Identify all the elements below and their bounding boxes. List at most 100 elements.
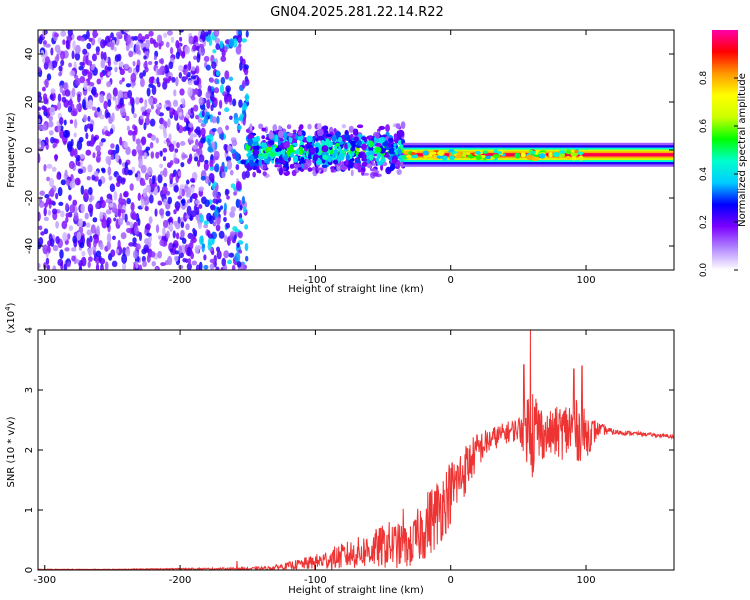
spectrogram-cell	[121, 77, 125, 82]
spectrogram-cell	[216, 250, 222, 260]
spectrogram-cell	[393, 133, 398, 141]
spectrogram-cell	[103, 51, 107, 61]
spectrogram-cell	[360, 166, 366, 174]
spectrogram-cell	[187, 258, 192, 265]
spectrogram-cell	[236, 124, 242, 131]
spectrogram-cell	[192, 133, 198, 138]
spectrogram-cell	[132, 60, 136, 67]
spectrogram-cell	[133, 113, 137, 119]
spectrogram-cell	[258, 169, 262, 174]
spectrogram-cell	[185, 179, 190, 185]
spectrogram-cell	[216, 194, 221, 200]
spectrogram-cell	[203, 254, 207, 261]
spectrogram-cell	[89, 235, 93, 243]
spectrogram-cell	[176, 122, 180, 131]
spectrogram-cell	[188, 35, 194, 45]
spectrogram-cell	[286, 132, 293, 137]
spectrogram-cell	[48, 130, 54, 136]
snr-marks	[38, 330, 674, 570]
spectrogram-cell	[38, 211, 41, 222]
spectrogram-cell	[111, 112, 115, 122]
spectrogram-cell	[100, 39, 106, 49]
spectrogram-cell	[115, 97, 119, 107]
spectrogram-cell	[245, 78, 250, 86]
spectrogram-cell	[195, 65, 200, 74]
spectrogram-cell	[87, 164, 93, 173]
spectrogram-cell	[148, 76, 154, 85]
spectrogram-cell	[217, 126, 223, 135]
spectrogram-cell	[120, 177, 126, 185]
spectrogram-cell	[223, 250, 230, 259]
spectrogram-cell	[165, 210, 171, 217]
spectrogram-cell	[345, 159, 349, 166]
spectrogram-cell	[388, 137, 394, 143]
spectrogram-cell	[131, 105, 135, 115]
spectrogram-cell	[67, 233, 71, 240]
spectrogram-cell	[69, 70, 76, 77]
spectrogram-cell	[84, 212, 89, 220]
spectrogram-cell	[214, 87, 220, 94]
spectrogram-cell	[347, 161, 354, 169]
snr-y-tick-label: 1	[24, 507, 35, 513]
spectrogram-cell	[178, 264, 184, 270]
spectrogram-cell	[186, 187, 192, 197]
spectrogram-y-tick-label: 40	[24, 48, 35, 61]
spectrogram-cell	[92, 32, 99, 37]
spectrogram-cell	[38, 225, 43, 231]
spectrogram-cell	[107, 71, 112, 77]
spectrogram-cell	[92, 152, 96, 159]
spectrogram-cell	[340, 165, 348, 171]
spectrogram-cell	[181, 76, 187, 83]
spectrogram-cell	[71, 247, 77, 252]
spectrogram-cell	[112, 87, 118, 97]
spectrogram-cell	[106, 81, 112, 88]
spectrogram-cell	[244, 93, 250, 103]
spectrogram-cell	[82, 221, 87, 227]
spectrogram-cell	[62, 232, 68, 242]
spectrogram-cell	[292, 142, 298, 146]
spectrogram-cell	[178, 245, 182, 254]
spectrogram-cell	[514, 152, 521, 159]
spectrogram-cell	[238, 217, 243, 224]
spectrogram-cell	[54, 44, 61, 53]
spectrogram-cell	[193, 205, 198, 212]
spectrogram-cell	[274, 134, 279, 143]
spectrogram-cell	[127, 89, 133, 99]
spectrogram-cell	[201, 243, 205, 253]
spectrogram-cell	[140, 181, 146, 186]
spectrogram-cell	[107, 60, 112, 67]
spectrogram-cell	[280, 137, 284, 142]
spectrogram-cell	[144, 117, 150, 126]
spectrogram-cell	[242, 206, 247, 213]
snr-background	[38, 330, 674, 570]
spectrogram-cell	[106, 232, 112, 243]
spectrogram-cell	[148, 30, 154, 37]
spectrogram-cell	[252, 137, 259, 142]
spectrogram-cell	[218, 99, 223, 109]
spectrogram-cell	[268, 140, 275, 146]
spectrogram-cell	[558, 150, 566, 154]
spectrogram-cell	[38, 138, 42, 144]
spectrogram-cell	[141, 111, 147, 116]
spectrogram-cell	[86, 60, 93, 66]
spectrogram-cell	[215, 43, 220, 50]
spectrogram-cell	[85, 101, 90, 109]
spectrogram-cell	[172, 109, 176, 115]
spectrogram-cell	[230, 148, 236, 155]
spectrogram-cell	[299, 150, 303, 155]
spectrogram-cell	[88, 37, 93, 42]
spectrogram-cell	[375, 132, 380, 139]
spectrogram-cell	[190, 95, 196, 101]
spectrogram-cell	[66, 261, 71, 268]
spectrogram-y-tick-label: 0	[24, 147, 35, 153]
spectrogram-cell	[65, 216, 69, 223]
spectrogram-cell	[344, 143, 348, 149]
spectrogram-cell	[60, 210, 65, 218]
spectrogram-cell	[119, 192, 123, 203]
spectrogram-cell	[174, 250, 180, 255]
spectrogram-cell	[333, 148, 339, 155]
spectrogram-cell	[361, 136, 366, 141]
spectrogram-cell	[181, 198, 186, 207]
spectrogram-cell	[216, 79, 220, 85]
spectrogram-cell	[95, 51, 100, 56]
